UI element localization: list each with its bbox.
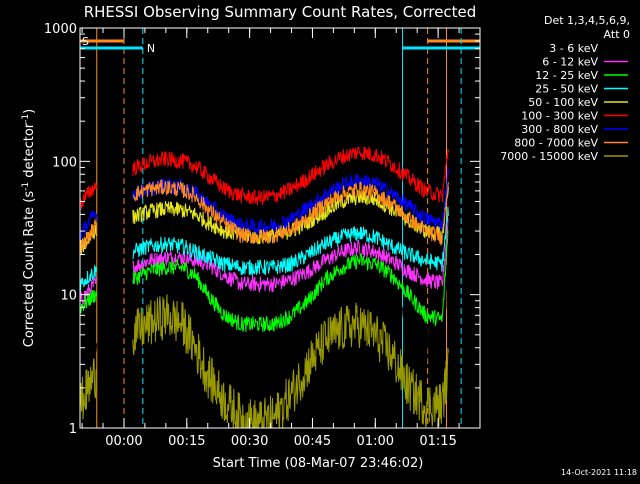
y-tick-label: 1000	[44, 22, 77, 37]
x-tick-label: 00:45	[294, 434, 331, 449]
legend-entry-label: 800 - 7000 keV	[514, 137, 598, 150]
series-line	[80, 182, 98, 209]
legend-entry-label: 12 - 25 keV	[535, 69, 598, 82]
series-line	[132, 166, 449, 236]
night-label: N	[147, 42, 155, 55]
footer-timestamp: 14-Oct-2021 11:18	[561, 468, 637, 477]
series-line	[80, 358, 98, 420]
series-line	[132, 206, 449, 278]
series-line	[80, 316, 98, 363]
series-line	[80, 265, 98, 292]
x-tick-label: 00:30	[231, 434, 268, 449]
series-line	[132, 146, 449, 206]
x-axis: 00:00 00:15 00:30 00:45 01:00 01:15	[81, 28, 481, 449]
legend-header-line2: Att 0	[604, 28, 630, 41]
series-line	[132, 230, 449, 333]
legend-entry-label: 25 - 50 keV	[535, 83, 598, 96]
legend-entry-label: 300 - 800 keV	[521, 123, 598, 136]
series-line	[80, 276, 98, 305]
series-line	[132, 294, 449, 428]
series-line	[132, 179, 449, 247]
legend-entry-label: 6 - 12 keV	[542, 56, 598, 69]
y-tick-label: 100	[52, 155, 77, 170]
x-tick-label: 00:15	[168, 434, 205, 449]
series-line	[80, 289, 98, 314]
series-line	[80, 210, 98, 241]
plot-frame	[79, 27, 481, 429]
x-axis-label: Start Time (08-Mar-07 23:46:02)	[213, 456, 424, 471]
legend-header-line1: Det 1,3,4,5,6,9,	[544, 14, 630, 27]
legend-entry-label: 50 - 100 keV	[528, 96, 598, 109]
saa-label: S	[82, 35, 89, 48]
series-line	[80, 218, 98, 257]
series-layer	[80, 146, 449, 428]
x-tick-label: 01:00	[357, 434, 394, 449]
y-tick-label: 1	[69, 422, 77, 437]
legend-entry-label: 7000 - 15000 keV	[500, 150, 598, 163]
chart-title: RHESSI Observing Summary Count Rates, Co…	[84, 3, 477, 21]
y-axis-label: Corrected Count Rate (s-1 detector-1)	[21, 109, 37, 347]
y-tick-label: 10	[60, 289, 77, 304]
x-tick-label: 00:00	[105, 434, 142, 449]
series-line	[132, 246, 449, 366]
x-tick-label: 01:15	[419, 434, 456, 449]
legend-entry-label: 100 - 300 keV	[521, 110, 598, 123]
y-axis: 1 10 100 1000	[44, 22, 480, 437]
legend-entry-label: 3 - 6 keV	[549, 42, 598, 55]
